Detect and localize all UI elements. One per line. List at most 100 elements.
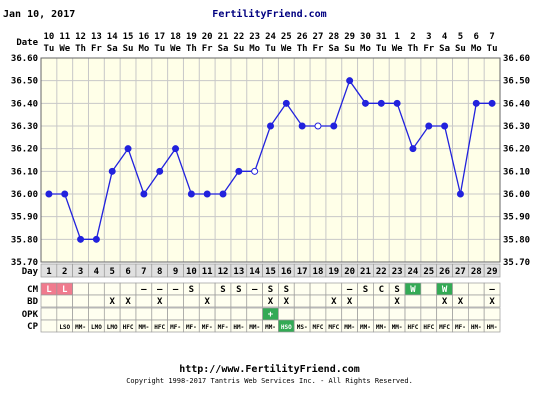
temperature-point — [393, 99, 401, 107]
y-tick-label-left: 36.00 — [11, 190, 38, 200]
cp-value: MM- — [249, 324, 260, 331]
temperature-point — [124, 145, 132, 153]
temperature-point — [140, 190, 148, 198]
y-tick-label-left: 35.70 — [11, 258, 38, 268]
day-value: 16 — [281, 267, 292, 277]
row-label-bd: BD — [27, 297, 38, 307]
footer-url[interactable]: http://www.FertilityFriend.com — [179, 364, 360, 375]
cm-cell — [88, 282, 105, 296]
cm-value: S — [220, 285, 225, 295]
plot-border — [40, 57, 501, 263]
cp-value: HFC — [154, 324, 165, 331]
day-value: 24 — [408, 267, 419, 277]
date-label: 31 — [376, 32, 387, 42]
y-tick-label-right: 36.00 — [503, 190, 530, 200]
cp-value: MF- — [186, 324, 197, 331]
weekday-label: Sa — [328, 44, 339, 54]
cp-cell — [483, 319, 501, 333]
opk-cell — [278, 307, 295, 321]
bd-value: X — [489, 297, 495, 307]
row-label-cp: CP — [27, 322, 38, 332]
weekday-label: Su — [344, 44, 355, 54]
day-value: 12 — [218, 267, 229, 277]
opk-cell — [341, 307, 358, 321]
day-value: 8 — [157, 267, 162, 277]
bd-cell — [357, 294, 374, 308]
date-label: 2 — [410, 32, 415, 42]
temperature-point — [441, 122, 449, 130]
site-title[interactable]: FertilityFriend.com — [212, 9, 327, 20]
temperature-point — [346, 77, 354, 85]
cp-value: HSO — [281, 324, 292, 331]
plot-area — [41, 58, 500, 262]
temperature-point — [282, 99, 290, 107]
weekday-label: Fr — [313, 44, 324, 54]
day-value: 22 — [376, 267, 387, 277]
date-label: 1 — [394, 32, 399, 42]
y-tick-label-left: 36.10 — [11, 167, 38, 177]
opk-cell — [436, 307, 453, 321]
opk-cell — [293, 307, 311, 321]
bd-value: X — [331, 297, 337, 307]
date-label: 10 — [43, 32, 54, 42]
bd-value: X — [110, 297, 116, 307]
date-label: 14 — [107, 32, 118, 42]
opk-cell — [373, 307, 390, 321]
opk-cell — [483, 307, 501, 321]
opk-cell — [214, 307, 232, 321]
weekday-label: Tu — [43, 44, 54, 54]
weekday-label: Tu — [265, 44, 276, 54]
row-label-cm: CM — [27, 285, 38, 295]
y-tick-label-right: 35.80 — [503, 235, 530, 245]
opk-cell — [246, 307, 263, 321]
chart-date: Jan 10, 2017 — [3, 9, 76, 20]
cp-value: HFC — [423, 324, 434, 331]
day-value: 20 — [344, 267, 355, 277]
temperature-point — [330, 122, 338, 130]
opk-cell — [40, 307, 58, 321]
bd-value: X — [347, 297, 353, 307]
date-label: 4 — [442, 32, 448, 42]
cp-value: MFC — [328, 324, 339, 331]
cm-cell — [325, 282, 343, 296]
day-value: 21 — [360, 267, 371, 277]
cm-cell — [119, 282, 137, 296]
temperature-point — [203, 190, 211, 198]
weekday-label: Sa — [439, 44, 450, 54]
date-label: 16 — [138, 32, 149, 42]
weekday-label: Sa — [107, 44, 118, 54]
opk-cell — [357, 307, 374, 321]
cm-value: S — [189, 285, 194, 295]
bd-value: X — [157, 297, 163, 307]
weekday-label: Fr — [202, 44, 213, 54]
y-tick-label-left: 36.50 — [11, 77, 38, 87]
cp-value: MM- — [138, 324, 149, 331]
cm-value: S — [363, 285, 368, 295]
day-value: 9 — [173, 267, 178, 277]
weekday-label: Mo — [249, 44, 260, 54]
cm-value: C — [379, 285, 384, 295]
date-label: 6 — [474, 32, 479, 42]
y-tick-label-right: 36.50 — [503, 77, 530, 87]
bd-cell — [483, 294, 501, 308]
temperature-point — [235, 167, 243, 175]
footer-copyright: Copyright 1998-2017 Tantris Web Services… — [126, 377, 413, 385]
date-label: 13 — [91, 32, 102, 42]
bd-value: X — [125, 297, 131, 307]
cm-value: — — [173, 285, 179, 295]
bd-value: X — [394, 297, 400, 307]
cm-value: L — [62, 285, 68, 295]
day-value: 11 — [202, 267, 213, 277]
day-value: 18 — [313, 267, 324, 277]
cp-value: HM- — [487, 324, 498, 331]
cm-value: — — [157, 285, 163, 295]
cp-value: MM- — [392, 324, 403, 331]
cp-value: HFC — [123, 324, 134, 331]
y-tick-label-right: 36.20 — [503, 145, 530, 155]
cp-value: LMO — [91, 324, 102, 331]
cp-value: MF- — [170, 324, 181, 331]
bd-value: X — [268, 297, 274, 307]
bd-cell — [246, 294, 263, 308]
day-value: 25 — [423, 267, 434, 277]
date-label: 29 — [344, 32, 355, 42]
